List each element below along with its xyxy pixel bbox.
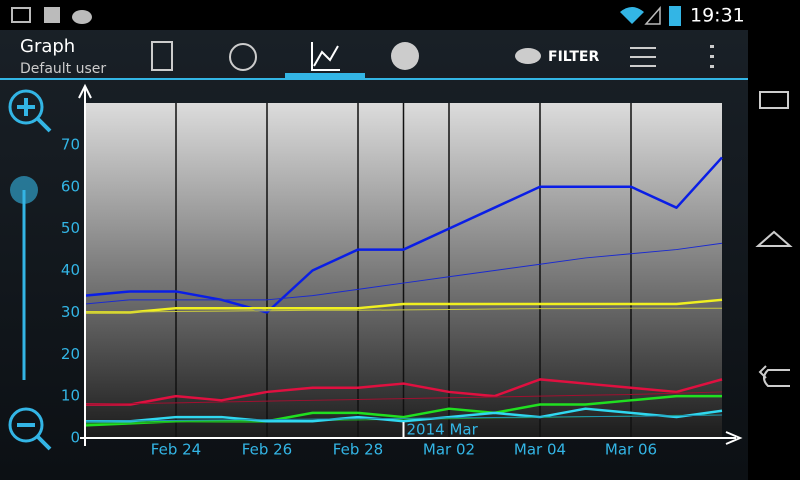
settings-icon[interactable]	[630, 47, 656, 67]
series-line	[84, 156, 723, 314]
status-bar	[0, 0, 800, 30]
series-line	[84, 307, 722, 313]
battery-icon	[669, 6, 681, 26]
x-tick-label: Mar 02	[423, 441, 475, 459]
x-tick-label: Mar 06	[605, 441, 657, 459]
series-line	[85, 298, 723, 314]
y-tick-label: 60	[61, 177, 80, 195]
y-tick-label: 40	[61, 261, 80, 279]
app-subtitle: Default user	[20, 61, 106, 77]
graph-tab[interactable]	[311, 42, 340, 71]
clock-tab[interactable]	[229, 43, 257, 71]
x-tick-label: Mar 04	[514, 441, 566, 459]
tab-indicator	[285, 73, 365, 79]
recents-button[interactable]	[759, 91, 789, 109]
home-button[interactable]	[755, 230, 793, 247]
signal-icon	[644, 6, 661, 25]
series-line	[84, 391, 723, 405]
series-line	[84, 394, 722, 427]
zoom-out-glyph	[17, 423, 52, 451]
wifi-icon	[620, 7, 644, 24]
filter-icon[interactable]	[515, 48, 541, 64]
y-tick-label: 70	[61, 135, 80, 153]
list-tab[interactable]	[151, 41, 173, 71]
y-tick-label: 0	[70, 429, 80, 447]
status-icon	[72, 10, 92, 24]
y-tick-label: 10	[61, 387, 80, 405]
zoom-in[interactable]	[8, 89, 44, 125]
y-tick-label: 20	[61, 345, 80, 363]
zoom-in-glyph	[17, 98, 52, 133]
y-tick-label: 30	[61, 303, 80, 321]
back-button[interactable]	[758, 365, 790, 387]
zoom-out[interactable]	[8, 407, 44, 443]
series-line	[85, 378, 723, 406]
zoom-handle[interactable]	[10, 176, 38, 204]
app-title: Graph	[20, 36, 75, 57]
clock: 19:31	[690, 5, 745, 27]
pie-tab[interactable]	[391, 42, 419, 70]
x-tick-label: Feb 28	[333, 441, 383, 459]
nav-bar	[748, 0, 800, 480]
series-line	[84, 242, 723, 305]
status-icon	[44, 7, 60, 23]
filter-button[interactable]: FILTER	[548, 49, 599, 65]
y-tick-label: 50	[61, 219, 80, 237]
status-icon	[11, 7, 31, 23]
x-tick-label: Feb 24	[151, 441, 201, 459]
series-line	[85, 407, 723, 423]
x-tick-label: Feb 26	[242, 441, 292, 459]
series-line	[84, 414, 723, 422]
axes	[78, 83, 743, 446]
annotation: 2014 Mar	[407, 421, 479, 439]
